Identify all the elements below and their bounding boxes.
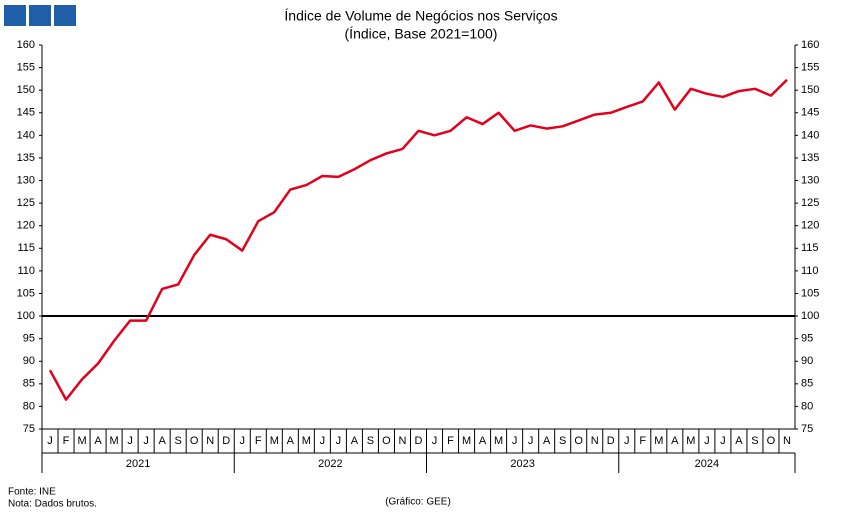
chart-title: Índice de Volume de Negócios nos Serviço… (284, 8, 557, 24)
x-group-label: 2023 (510, 458, 534, 470)
x-group-label: 2022 (318, 458, 342, 470)
x-tick-label: J (127, 435, 133, 447)
y2-tick-label: 115 (801, 242, 819, 254)
y-tick-label: 110 (17, 265, 35, 277)
y-tick-label: 135 (17, 152, 35, 164)
x-tick-label: F (639, 435, 646, 447)
logo-block (4, 5, 26, 26)
x-tick-label: J (47, 435, 53, 447)
x-tick-label: O (190, 435, 199, 447)
y2-tick-label: 150 (801, 84, 819, 96)
y-tick-label: 160 (17, 39, 35, 51)
x-tick-label: J (240, 435, 246, 447)
y2-tick-label: 110 (801, 265, 819, 277)
y-tick-label: 80 (23, 400, 35, 412)
x-tick-label: O (382, 435, 391, 447)
y2-tick-label: 105 (801, 287, 819, 299)
y-tick-label: 100 (17, 310, 35, 322)
x-tick-label: M (494, 435, 503, 447)
x-tick-label: M (270, 435, 279, 447)
x-tick-label: A (543, 435, 551, 447)
x-tick-label: O (574, 435, 583, 447)
x-tick-label: J (512, 435, 518, 447)
x-tick-label: A (287, 435, 295, 447)
y2-tick-label: 130 (801, 174, 819, 186)
x-tick-label: J (528, 435, 534, 447)
x-tick-label: F (447, 435, 454, 447)
x-tick-label: A (158, 435, 166, 447)
x-tick-label: M (110, 435, 119, 447)
y2-tick-label: 95 (801, 333, 813, 345)
x-tick-label: F (63, 435, 70, 447)
x-tick-label: J (624, 435, 630, 447)
y2-tick-label: 75 (801, 423, 813, 435)
y-tick-label: 95 (23, 333, 35, 345)
x-tick-label: N (783, 435, 791, 447)
logo-block (54, 5, 76, 26)
y-tick-label: 115 (17, 242, 35, 254)
y2-tick-label: 85 (801, 378, 813, 390)
x-tick-label: D (607, 435, 615, 447)
x-tick-label: M (462, 435, 471, 447)
x-tick-label: J (336, 435, 342, 447)
data-line (48, 78, 788, 401)
x-tick-label: A (671, 435, 679, 447)
y-tick-label: 75 (23, 423, 35, 435)
y-tick-label: 140 (17, 129, 35, 141)
x-tick-label: O (767, 435, 776, 447)
x-tick-label: S (559, 435, 566, 447)
x-tick-label: A (735, 435, 743, 447)
x-tick-label: A (351, 435, 359, 447)
y2-tick-label: 125 (801, 197, 819, 209)
x-tick-label: M (77, 435, 86, 447)
note: Nota: Dados brutos. (8, 499, 97, 510)
source: Fonte: INE (8, 487, 56, 498)
x-tick-label: J (143, 435, 149, 447)
x-tick-label: F (255, 435, 262, 447)
y2-tick-label: 145 (801, 107, 819, 119)
y2-tick-label: 140 (801, 129, 819, 141)
y2-tick-label: 135 (801, 152, 819, 164)
x-tick-label: N (591, 435, 599, 447)
y2-tick-label: 100 (801, 310, 819, 322)
x-tick-label: D (222, 435, 230, 447)
x-tick-label: S (175, 435, 182, 447)
y2-tick-label: 120 (801, 220, 819, 232)
y-tick-label: 85 (23, 378, 35, 390)
x-tick-label: M (654, 435, 663, 447)
x-tick-label: S (751, 435, 758, 447)
y-tick-label: 145 (17, 107, 35, 119)
y2-tick-label: 80 (801, 400, 813, 412)
y-tick-label: 130 (17, 174, 35, 186)
y2-tick-label: 90 (801, 355, 813, 367)
x-tick-label: A (94, 435, 102, 447)
chart-subtitle: (Índice, Base 2021=100) (345, 26, 498, 42)
credit: (Gráfico: GEE) (385, 497, 451, 508)
x-tick-label: S (367, 435, 374, 447)
y-tick-label: 125 (17, 197, 35, 209)
y2-tick-label: 160 (801, 39, 819, 51)
y-tick-label: 120 (17, 220, 35, 232)
x-tick-label: D (415, 435, 423, 447)
y-tick-label: 155 (17, 61, 35, 73)
x-group-label: 2024 (695, 458, 719, 470)
x-tick-label: A (479, 435, 487, 447)
x-group-label: 2021 (126, 458, 150, 470)
x-tick-label: J (720, 435, 726, 447)
x-tick-label: J (432, 435, 438, 447)
logo-block (29, 5, 51, 26)
x-tick-label: N (206, 435, 214, 447)
y-tick-label: 90 (23, 355, 35, 367)
x-tick-label: J (704, 435, 710, 447)
x-tick-label: M (302, 435, 311, 447)
x-tick-label: J (320, 435, 326, 447)
y2-tick-label: 155 (801, 61, 819, 73)
y-tick-label: 105 (17, 287, 35, 299)
x-tick-label: N (399, 435, 407, 447)
y-tick-label: 150 (17, 84, 35, 96)
x-tick-label: M (686, 435, 695, 447)
